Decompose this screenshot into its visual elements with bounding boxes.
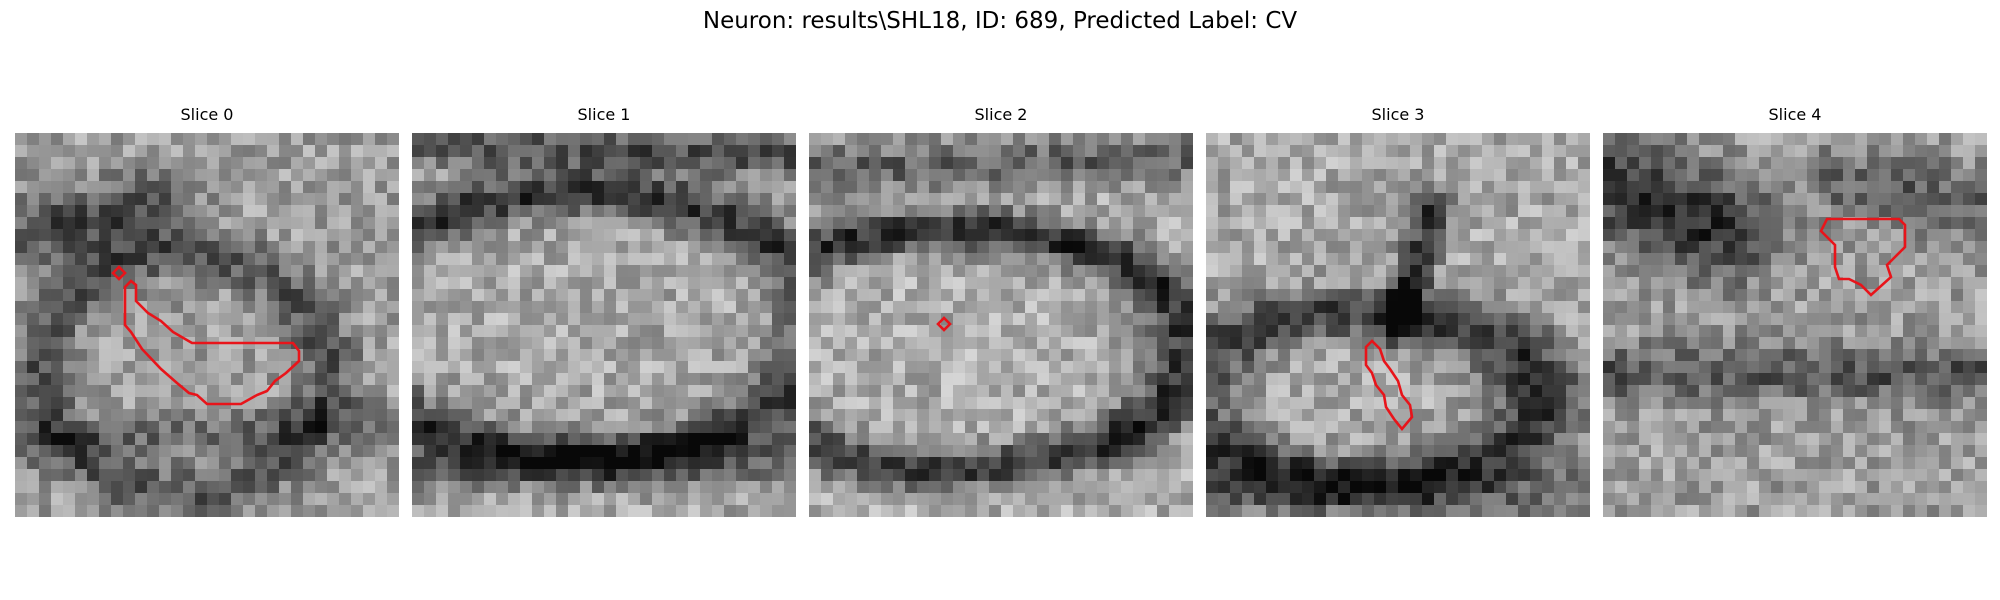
contour-small-2	[936, 316, 952, 332]
slice-image-2	[809, 133, 1193, 517]
slice-title-3: Slice 3	[1371, 105, 1425, 124]
slice-image-4	[1603, 133, 1987, 517]
slice-image-0	[15, 133, 399, 517]
slice-image-1	[412, 133, 796, 517]
contour-main-4	[1819, 217, 1907, 297]
pixel-grid-3	[1206, 133, 1590, 517]
pixel-grid-2	[809, 133, 1193, 517]
slice-image-3	[1206, 133, 1590, 517]
pixel-grid-0	[15, 133, 399, 517]
slice-title-2: Slice 2	[974, 105, 1028, 124]
slice-title-1: Slice 1	[577, 105, 631, 124]
contour-main-0	[123, 279, 301, 406]
contour-main-3	[1364, 339, 1414, 432]
slice-title-4: Slice 4	[1768, 105, 1822, 124]
contour-small-0	[111, 265, 127, 281]
pixel-grid-4	[1603, 133, 1987, 517]
slice-title-0: Slice 0	[180, 105, 234, 124]
figure-title: Neuron: results\SHL18, ID: 689, Predicte…	[702, 8, 1298, 34]
pixel-grid-1	[412, 133, 796, 517]
